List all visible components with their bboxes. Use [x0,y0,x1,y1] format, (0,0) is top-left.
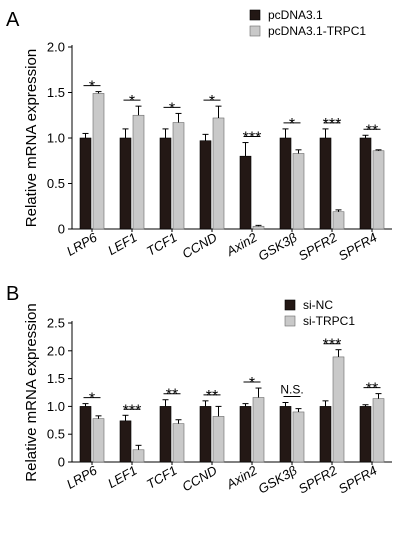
bar-si-nc-spfr4 [359,406,372,463]
bar-pcdna3-1-trpc1-lef1 [132,114,145,230]
legend-swatch-pcdna3-1 [249,9,261,21]
x-tick-label: GSK3β [256,462,300,496]
bar-si-trpc1-gsk3 [292,411,305,463]
significance-label: N.S. [280,383,303,397]
significance-label: *** [243,130,262,147]
bar-si-trpc1-lrp6 [92,418,105,463]
bar-si-trpc1-lef1 [132,449,145,463]
bar-pcdna3-1-trpc1-gsk3 [292,153,305,230]
x-tick-label: LEF1 [105,463,139,492]
panel-a: A Relative mRNA expression 0 0.5 1.0 1.5 2.0 * L… [6,8,392,264]
bar-si-trpc1-spfr4 [372,398,385,463]
bar-pcdna3-1-gsk3 [279,137,292,230]
legend-label-si-trpc1: si-TRPC1 [303,314,355,328]
bar-si-trpc1-ccnd [212,416,225,463]
y-axis-label: Relative mRNA expression [23,49,40,227]
significance-label: *** [323,116,342,133]
x-tick-label: SPFR4 [336,230,380,264]
bar-pcdna3-1-spfr2 [319,137,332,230]
bar-si-trpc1-axin2 [252,397,265,463]
bar-pcdna3-1-trpc1-tcf1 [172,122,185,230]
x-tick-label: TCF1 [144,230,180,259]
significance-label: * [249,375,255,392]
bar-pcdna3-1-trpc1-spfr2 [332,211,345,230]
bar-pcdna3-1-tcf1 [159,137,172,230]
bar-pcdna3-1-lrp6 [79,137,92,230]
significance-label: *** [323,337,342,354]
legend-label-pcdna3-1: pcDNA3.1 [268,8,323,22]
x-tick-label: Axin2 [223,229,260,259]
bar-pcdna3-1-trpc1-spfr4 [372,150,385,230]
y-tick-label: 0 [58,222,65,237]
x-tick-label: GSK3β [256,229,300,263]
bar-si-nc-lef1 [119,420,132,463]
legend-label-pcdna3-1-trpc1: pcDNA3.1-TRPC1 [268,24,366,38]
panel-letter: A [6,9,20,31]
bar-pcdna3-1-axin2 [239,155,252,230]
x-tick-label: TCF1 [144,463,180,492]
bar-si-trpc1-tcf1 [172,423,185,463]
significance-label: * [129,93,135,110]
x-tick-label: LRP6 [64,229,100,259]
bar-si-nc-gsk3 [279,406,292,463]
legend-swatch-pcdna3-1-trpc1 [249,25,261,37]
significance-label: ** [366,381,378,398]
x-tick-label: SPFR2 [296,462,340,496]
bar-pcdna3-1-ccnd [199,140,212,230]
significance-label: * [89,79,95,96]
x-tick-label: CCND [179,463,219,495]
bar-si-nc-ccnd [199,406,212,463]
y-tick-label: 1.5 [47,371,65,386]
y-tick-label: 1.0 [47,131,65,146]
x-tick-label: CCND [179,230,219,262]
y-axis-label: Relative mRNA expression [23,303,40,481]
bar-pcdna3-1-spfr4 [359,137,372,230]
bar-pcdna3-1-lef1 [119,137,132,230]
y-tick-label: 2.0 [47,40,65,55]
y-tick-label: 0.5 [47,176,65,191]
bar-si-nc-spfr2 [319,406,332,463]
y-tick-label: 0.5 [47,427,65,442]
bar-si-nc-tcf1 [159,406,172,463]
bar-si-nc-lrp6 [79,406,92,463]
legend-label-si-nc: si-NC [303,298,333,312]
x-tick-label: LRP6 [64,462,100,492]
x-tick-label: SPFR4 [336,463,380,497]
significance-label: * [89,391,95,408]
x-tick-label: SPFR2 [296,229,340,263]
legend-swatch-si-nc [284,299,296,311]
bar-pcdna3-1-trpc1-ccnd [212,117,225,230]
y-tick-label: 2.0 [47,343,65,358]
bar-si-nc-axin2 [239,406,252,463]
panel-letter: B [6,283,19,305]
significance-label: ** [366,122,378,139]
x-tick-label: Axin2 [223,462,260,492]
significance-label: ** [166,387,178,404]
x-tick-label: LEF1 [105,230,139,259]
significance-label: ** [206,388,218,405]
y-tick-label: 2.5 [47,316,65,331]
significance-label: * [209,93,215,110]
significance-label: *** [123,402,142,419]
bar-si-trpc1-spfr2 [332,356,345,463]
y-tick-label: 1.5 [47,85,65,100]
bar-pcdna3-1-trpc1-axin2 [252,225,265,230]
significance-label: * [169,100,175,117]
bar-pcdna3-1-trpc1-lrp6 [92,93,105,230]
y-tick-label: 1.0 [47,399,65,414]
significance-label: * [289,116,295,133]
y-tick-label: 0 [58,455,65,470]
legend-swatch-si-trpc1 [284,315,296,327]
